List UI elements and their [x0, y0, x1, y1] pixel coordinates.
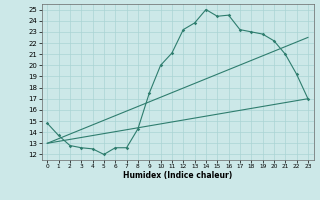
X-axis label: Humidex (Indice chaleur): Humidex (Indice chaleur) [123, 171, 232, 180]
